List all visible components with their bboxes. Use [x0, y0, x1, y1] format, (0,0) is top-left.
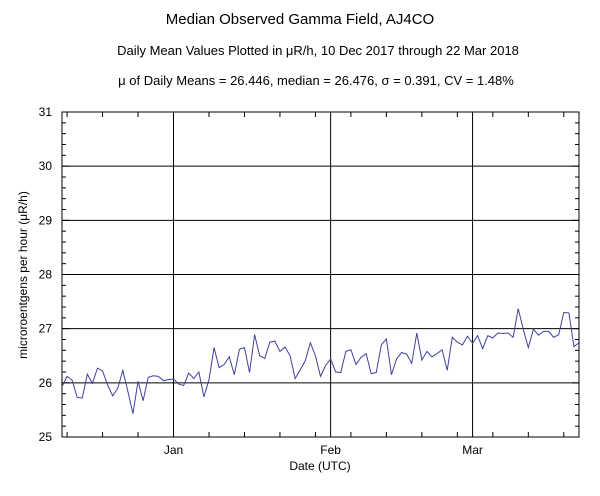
y-tick-label: 30 [39, 159, 53, 173]
y-tick-label: 25 [39, 430, 53, 444]
y-tick-label: 28 [39, 268, 53, 282]
x-tick-label: Jan [164, 443, 183, 457]
series-line [61, 308, 580, 414]
y-tick-label: 27 [39, 322, 53, 336]
y-axis-label: microroentgens per hour (μR/h) [16, 191, 30, 359]
chart-title: Median Observed Gamma Field, AJ4CO [166, 11, 434, 28]
x-tick-label: Feb [320, 443, 341, 457]
y-tick-label: 29 [39, 213, 53, 227]
chart-subtitle-range: Daily Mean Values Plotted in μR/h, 10 De… [117, 43, 519, 58]
chart-subtitle-stats: μ of Daily Means = 26.446, median = 26.4… [118, 73, 514, 88]
x-axis-label: Date (UTC) [289, 459, 350, 473]
plot-area-border [61, 111, 580, 438]
axis-ticks: 25 26 27 28 29 30 31 Jan Feb Mar [39, 105, 579, 457]
data-points [61, 308, 580, 414]
x-tick-label: Mar [462, 443, 483, 457]
y-tick-label: 26 [39, 376, 53, 390]
grid-lines [62, 112, 579, 437]
y-tick-label: 31 [39, 105, 53, 119]
